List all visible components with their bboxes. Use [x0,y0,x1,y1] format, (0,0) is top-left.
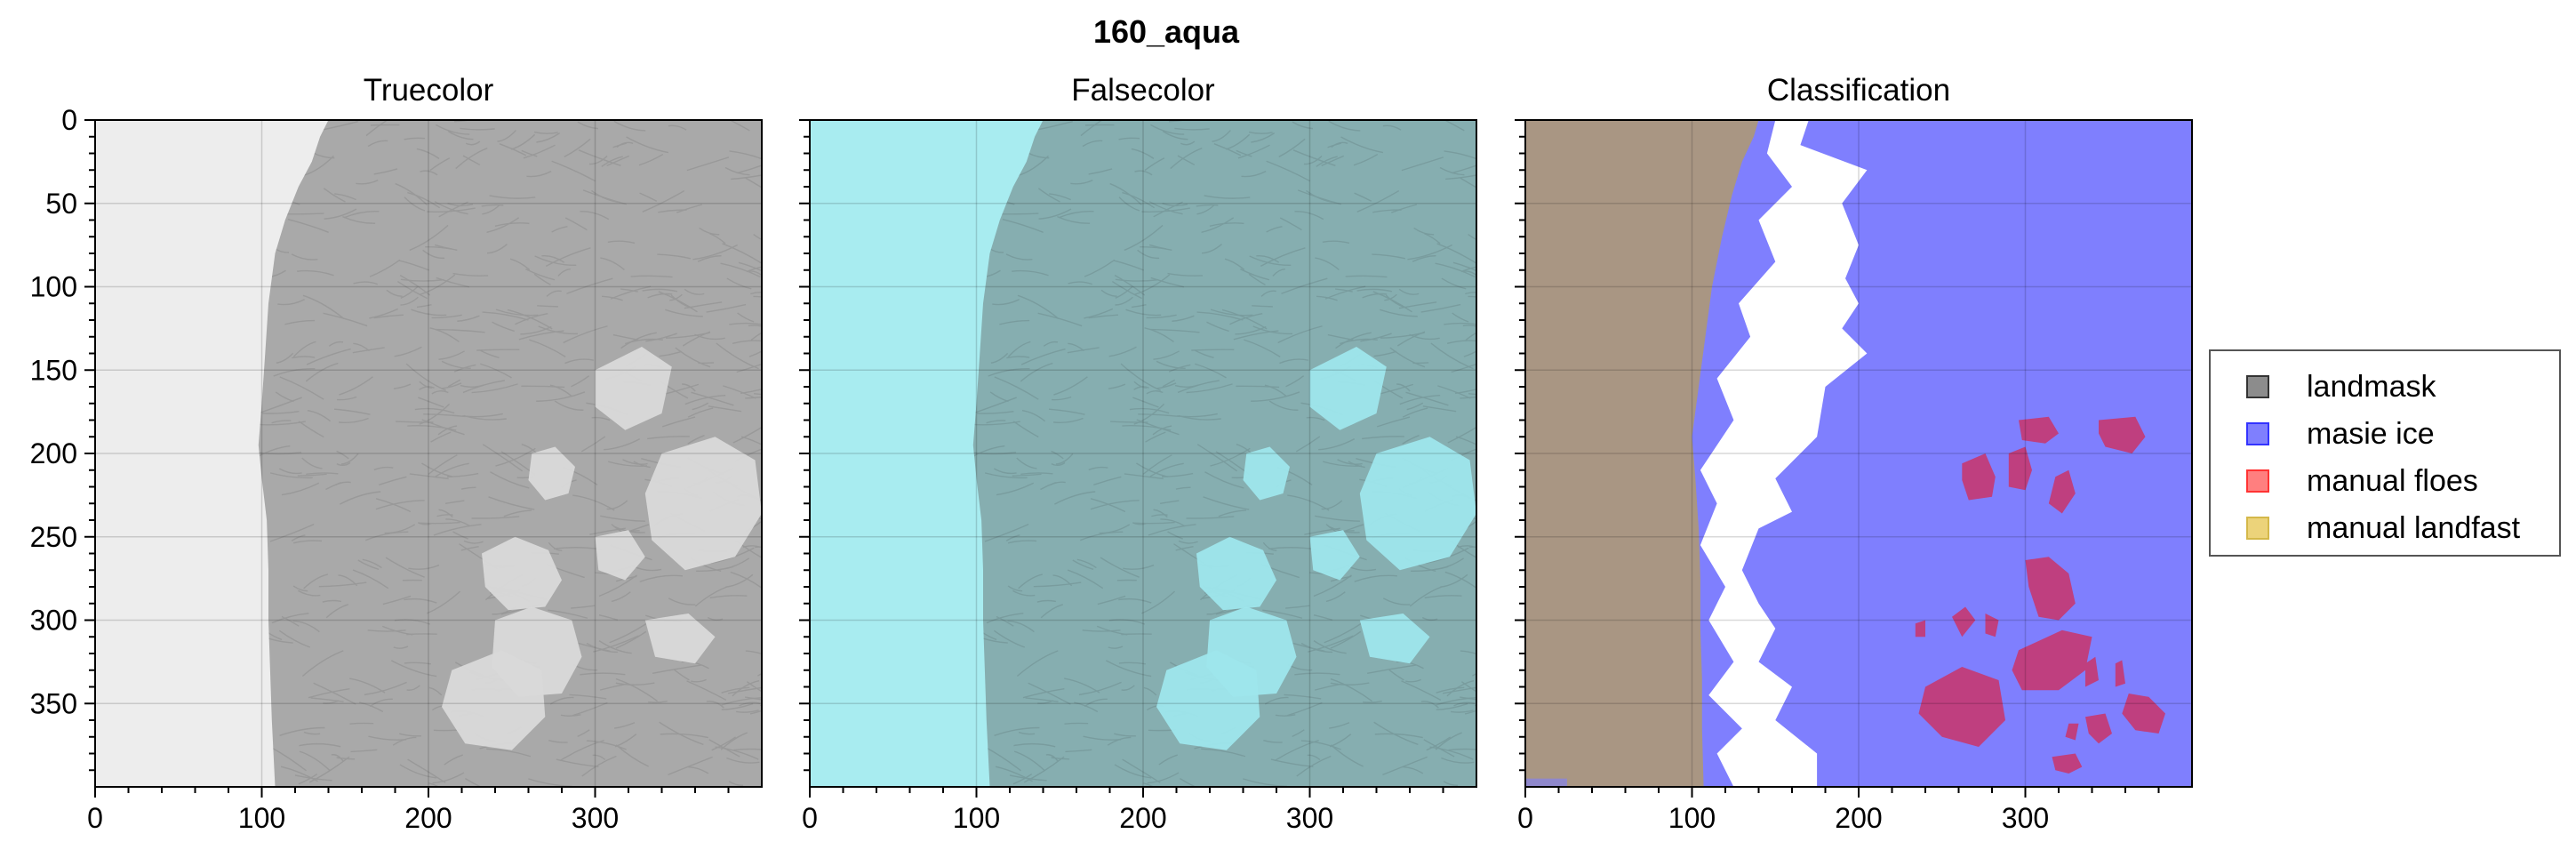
y-tick-label: 100 [30,271,77,303]
legend-swatch-landmask [2246,375,2269,398]
y-axis-ticks [799,119,810,772]
floe-shape [595,530,645,581]
y-tick-label: 300 [30,605,77,637]
legend-label-landmask: landmask [2307,369,2436,404]
manual-floe-shape [2048,469,2076,514]
manual-floe-shape [1985,613,1999,637]
x-tick-label: 300 [572,802,619,834]
legend-label-manual-landfast: manual landfast [2307,510,2521,545]
x-tick-label: 0 [1517,802,1533,834]
y-tick-label: 0 [61,104,77,136]
manual-floe-shape [2012,629,2092,691]
legend: landmask masie ice manual floes manual l… [2209,349,2561,557]
manual-floe-shape [2099,416,2146,453]
floe-shape [1243,446,1290,501]
floe-shape [644,437,762,571]
x-tick-label: 0 [802,802,818,834]
unclassified-strip [1700,120,1868,787]
floe-shape [528,446,575,501]
panel-falsecolor: Falsecolor 0 100 200 300 [799,73,1477,834]
panel-title: Falsecolor [1071,73,1215,108]
panel-classification: Classification 0 100 200 300 [1515,73,2193,834]
ice-texture [258,120,762,787]
x-axis-ticks [94,787,730,798]
manual-floe-shape [2065,723,2079,741]
floe-shape [1309,530,1360,581]
masie-sliver [1525,778,1567,787]
ice-region [258,120,762,787]
x-tick-label: 0 [87,802,103,834]
y-tick-label: 200 [30,437,77,469]
y-tick-label: 250 [30,521,77,553]
y-axis-ticks [84,119,95,772]
manual-floe-shape [1915,620,1925,637]
manual-floe-shape [1918,667,2005,747]
legend-label-masie-ice: masie ice [2307,416,2435,451]
manual-floe-shape [2115,660,2125,687]
manual-floe-shape [2019,416,2059,444]
manual-floe-shape [2025,557,2076,621]
legend-item-manual-landfast: manual landfast [2246,510,2520,546]
x-axis-ticks [1524,787,2160,798]
panel-truecolor: Truecolor 0 100 200 300 0 50 100 150 200 250 300 350 [30,73,763,834]
floe-shape [644,613,716,664]
floe-shape [1359,613,1430,664]
x-tick-label: 100 [238,802,285,834]
x-tick-label: 300 [1286,802,1333,834]
manual-floe-shape [2085,713,2112,744]
manual-floe-shape [2008,446,2032,491]
x-tick-label: 100 [1668,802,1716,834]
floe-shape [1309,347,1387,430]
panel-title: Truecolor [364,73,494,108]
panel-image [1525,120,2192,787]
floe-shape [482,536,562,611]
x-tick-label: 100 [953,802,1000,834]
y-tick-label: 50 [45,188,77,220]
legend-item-manual-floes: manual floes [2246,463,2478,499]
figure-suptitle: 160_aqua [1093,13,1240,50]
panel-image [95,120,762,787]
floe-shape [1196,536,1276,611]
panel-title: Classification [1767,73,1950,108]
x-tick-label: 300 [2002,802,2049,834]
floe-shape [595,347,672,430]
legend-item-landmask: landmask [2246,369,2436,405]
landmask-area [1525,120,1759,787]
manual-floe-shape [1962,453,1996,501]
floe-shape [1359,437,1476,571]
manual-floe-shape [2085,656,2099,687]
floe-shape [1156,650,1260,750]
manual-floe-shape [2122,694,2165,734]
manual-floe-shape [2052,753,2083,774]
y-tick-label: 350 [30,687,77,719]
legend-swatch-masie-ice [2246,422,2269,445]
ice-region [972,120,1476,787]
floe-shape [442,650,546,750]
x-axis-ticks [809,787,1444,798]
x-tick-label: 200 [1119,802,1166,834]
manual-floe-shape [1952,606,1976,637]
x-tick-label: 200 [1835,802,1882,834]
legend-item-masie-ice: masie ice [2246,416,2435,452]
x-tick-label: 200 [404,802,452,834]
panel-image [810,120,1476,787]
y-tick-label: 150 [30,354,77,386]
y-axis-ticks [1515,119,1525,772]
legend-swatch-manual-floes [2246,469,2269,493]
legend-label-manual-floes: manual floes [2307,463,2478,498]
legend-swatch-manual-landfast [2246,517,2269,540]
